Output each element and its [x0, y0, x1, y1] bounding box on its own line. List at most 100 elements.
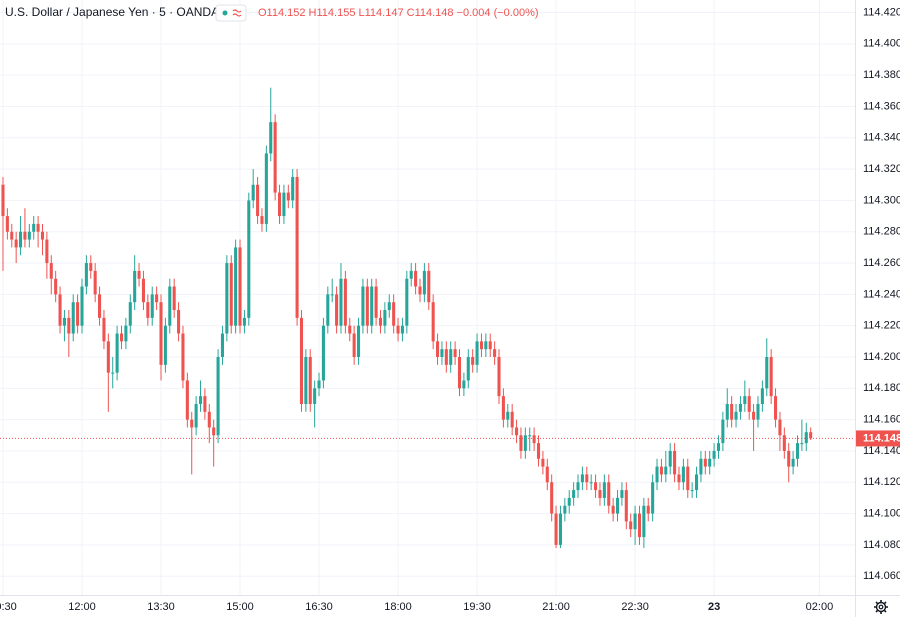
candle-body	[637, 513, 642, 538]
candle-body	[181, 333, 185, 381]
candle-body	[370, 286, 374, 326]
candle-body	[378, 317, 383, 326]
y-tick-label: 114.200	[863, 351, 900, 363]
x-tick-label: 02:00	[806, 601, 834, 613]
y-tick-label: 114.340	[863, 132, 900, 144]
x-tick-label: 19:30	[463, 601, 491, 613]
candle-body	[273, 122, 277, 193]
candle-body	[357, 325, 361, 357]
candle-body	[422, 270, 426, 295]
y-tick-label: 114.400	[863, 38, 900, 50]
candle-body	[725, 403, 729, 420]
candle-body	[497, 357, 501, 397]
candle-body	[431, 302, 435, 342]
candle-body	[146, 302, 150, 318]
data-delay-icon	[232, 9, 242, 17]
candle-body	[84, 263, 88, 287]
y-tick-label: 114.160	[863, 414, 900, 426]
candle-body	[756, 403, 760, 420]
settings-gear[interactable]	[874, 600, 888, 614]
candle-body	[405, 278, 409, 326]
x-tick-label: 13:30	[147, 601, 175, 613]
candle-body	[98, 294, 102, 318]
candle-body	[304, 357, 308, 404]
candle-body	[124, 325, 128, 342]
candle-body	[444, 349, 448, 365]
y-tick-label: 114.120	[863, 476, 900, 488]
candle-body	[787, 450, 791, 467]
candle-body	[488, 341, 492, 350]
candle-body	[457, 357, 462, 389]
candle-body	[106, 341, 110, 373]
candle-body	[23, 231, 27, 240]
candle-body	[633, 513, 637, 530]
y-tick-label: 114.260	[863, 257, 900, 269]
candle-body	[137, 270, 141, 279]
candle-body	[550, 482, 554, 514]
candle-body	[269, 122, 273, 154]
candle-body	[760, 388, 764, 404]
candle-body	[234, 247, 238, 326]
candle-body	[655, 466, 659, 483]
candle-body	[743, 396, 747, 404]
y-tick-label: 114.320	[863, 163, 900, 175]
candle-body	[40, 231, 45, 240]
y-tick-label: 114.140	[863, 445, 900, 457]
candle-body	[277, 192, 282, 217]
candle-body	[774, 396, 778, 420]
candle-body	[409, 270, 413, 279]
x-tick-label: 10:30	[0, 601, 17, 613]
candle-body	[615, 497, 620, 514]
candle-body	[519, 435, 523, 451]
candle-body	[247, 200, 251, 318]
candle-body	[54, 278, 58, 295]
candle-body	[738, 403, 742, 412]
y-tick-label: 114.060	[863, 570, 900, 582]
gear-teeth	[874, 600, 888, 614]
axes: 114.060114.080114.100114.120114.140114.1…	[0, 6, 900, 613]
candle-body	[115, 333, 119, 373]
candle-body	[594, 482, 598, 491]
candle-body	[646, 505, 650, 514]
candle-body	[629, 521, 633, 530]
candle-body	[14, 239, 18, 248]
candle-body	[396, 325, 400, 334]
status-icons[interactable]	[215, 4, 247, 22]
y-tick-label: 114.360	[863, 100, 900, 112]
candle-body	[260, 216, 264, 224]
last-price-tag	[856, 430, 900, 447]
candle-body	[36, 223, 40, 232]
candle-body	[510, 411, 514, 428]
candle-body	[172, 286, 176, 311]
candle-body	[721, 419, 725, 444]
candle-body	[400, 325, 404, 334]
x-tick-label: 22:30	[621, 601, 649, 613]
candle-body	[89, 263, 93, 271]
candle-body	[453, 349, 457, 357]
candle-body	[203, 396, 207, 412]
y-tick-label: 114.240	[863, 288, 900, 300]
candle-body	[361, 286, 365, 326]
candle-body	[624, 490, 628, 522]
candle-body	[141, 278, 145, 303]
candle-body	[576, 482, 580, 491]
candle-body	[19, 231, 23, 248]
candle-body	[769, 357, 773, 397]
candle-body	[313, 388, 317, 404]
candle-body	[809, 432, 813, 439]
candle-body	[449, 349, 453, 365]
ohlc-legend: O114.152 H114.155 L114.147 C114.148 −0.0…	[258, 7, 539, 19]
x-tick-label: 16:30	[305, 601, 333, 613]
candle-body	[76, 302, 80, 326]
candle-body	[690, 490, 694, 492]
candle-body	[295, 176, 299, 318]
candle-body	[190, 419, 194, 428]
candle-body	[558, 513, 562, 545]
candle-body	[681, 466, 685, 483]
candle-body	[339, 278, 343, 326]
candle-body	[212, 427, 216, 436]
candle-body	[27, 231, 31, 240]
candle-body	[589, 482, 593, 484]
